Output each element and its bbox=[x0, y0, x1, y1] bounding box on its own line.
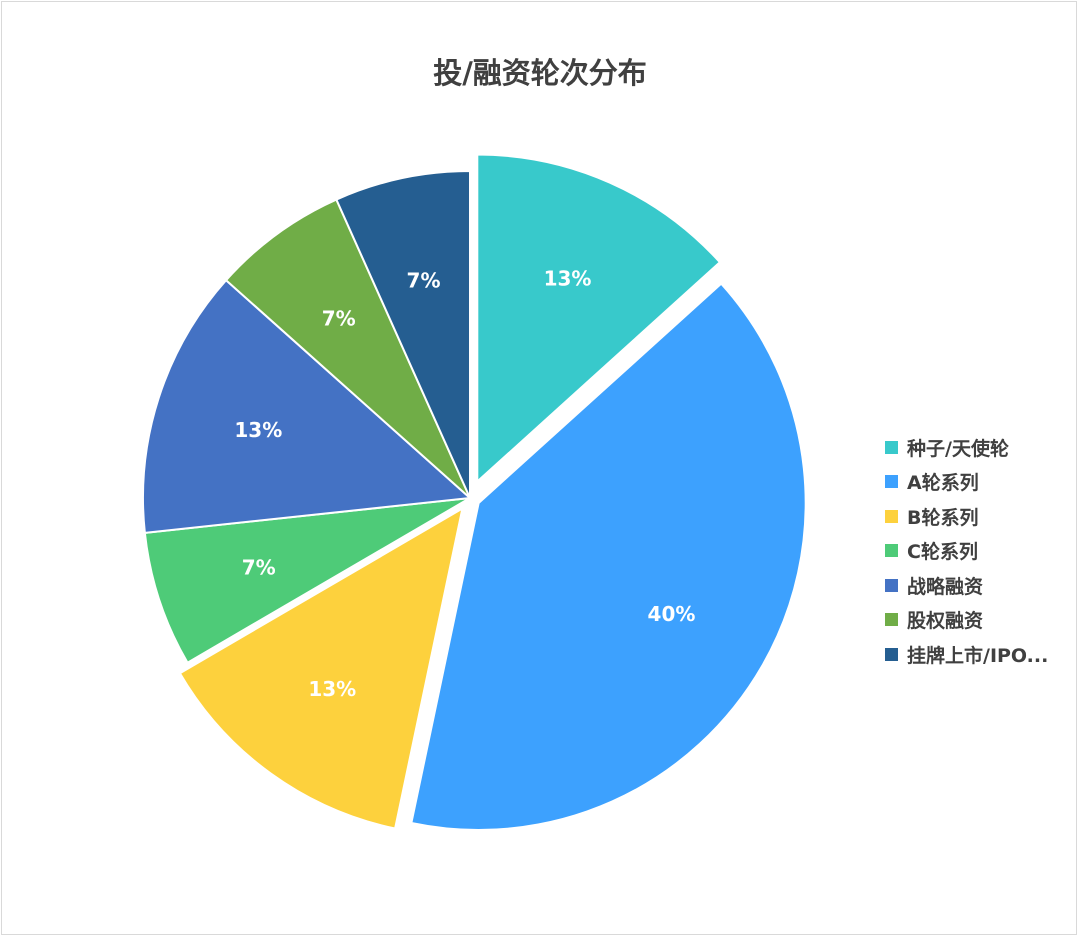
legend-swatch bbox=[885, 475, 898, 489]
legend-swatch bbox=[885, 578, 898, 592]
chart-title: 投/融资轮次分布 bbox=[433, 56, 647, 90]
pie-slice bbox=[335, 169, 471, 499]
data-label: 7% bbox=[407, 269, 441, 293]
legend-swatch bbox=[885, 509, 898, 523]
data-label: 13% bbox=[308, 677, 356, 701]
legend-swatch bbox=[885, 544, 898, 558]
legend-label: 战略融资 bbox=[907, 575, 984, 598]
data-label: 13% bbox=[544, 266, 592, 290]
pie-slice bbox=[410, 282, 807, 831]
legend-item: A轮系列 bbox=[885, 465, 1048, 500]
legend-label: B轮系列 bbox=[907, 506, 979, 529]
legend-item: 种子/天使轮 bbox=[885, 430, 1048, 465]
legend: 种子/天使轮 A轮系列 B轮系列 C轮系列战略融资股权融资挂牌上市/IPO... bbox=[885, 430, 1048, 672]
pie-slice bbox=[178, 506, 464, 830]
legend-swatch bbox=[885, 647, 898, 661]
data-label: 40% bbox=[648, 602, 696, 626]
legend-item: C轮系列 bbox=[885, 534, 1048, 569]
data-label: 13% bbox=[234, 418, 282, 442]
legend-label: A轮系列 bbox=[907, 472, 979, 495]
pie-slice bbox=[143, 497, 471, 665]
legend-swatch bbox=[885, 440, 898, 454]
legend-item: B轮系列 bbox=[885, 499, 1048, 534]
legend-label: C轮系列 bbox=[907, 541, 978, 564]
pie-slice bbox=[476, 153, 722, 484]
data-label: 7% bbox=[242, 555, 276, 579]
legend-item: 挂牌上市/IPO... bbox=[885, 637, 1048, 672]
pie-slice bbox=[142, 278, 473, 534]
legend-label: 挂牌上市/IPO... bbox=[907, 644, 1049, 667]
legend-swatch bbox=[885, 613, 898, 627]
legend-label: 种子/天使轮 bbox=[907, 437, 1009, 460]
pie-slice bbox=[224, 198, 471, 499]
legend-item: 股权融资 bbox=[885, 603, 1048, 638]
legend-item: 战略融资 bbox=[885, 568, 1048, 603]
legend-label: 股权融资 bbox=[907, 610, 984, 633]
data-label: 7% bbox=[322, 307, 356, 331]
